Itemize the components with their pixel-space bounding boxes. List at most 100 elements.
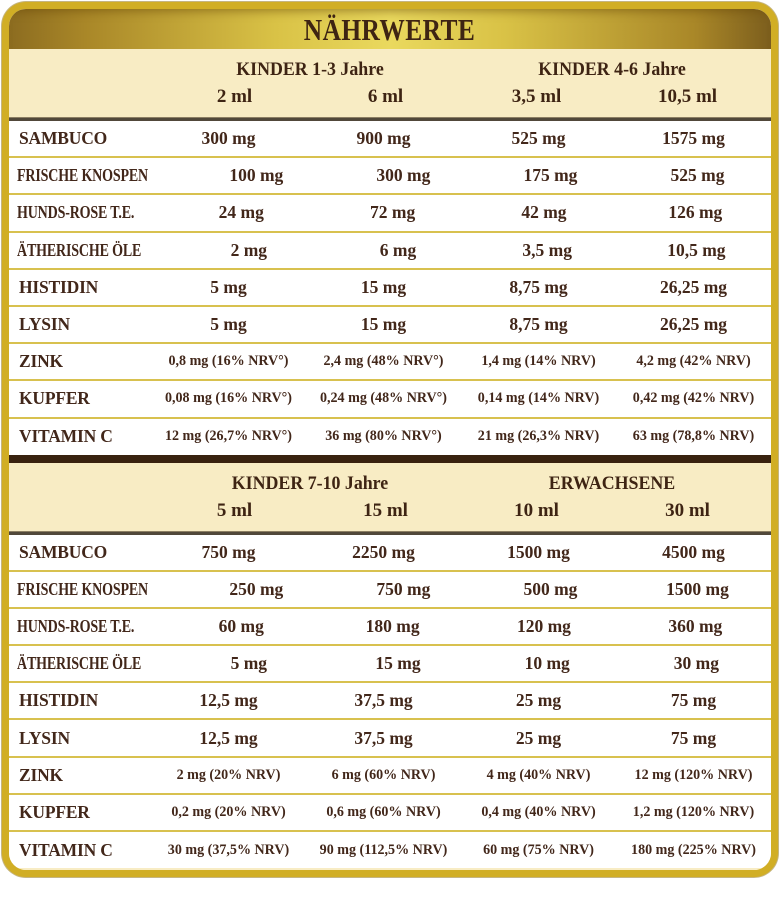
table-row: KUPFER 0,2 mg (20% NRV) 0,6 mg (60% NRV) 0… xyxy=(9,795,771,832)
value-cell: 26,25 mg xyxy=(659,314,728,335)
value-cell: 21 mg (26,3% NRV) xyxy=(477,428,600,444)
value-cell: 0,14 mg (14% NRV) xyxy=(477,390,600,407)
table-body: SAMBUCO 750 mg 2250 mg 1500 mg 4500 mg FRIS… xyxy=(9,534,771,868)
value-cell: 2250 mg xyxy=(352,541,415,562)
value-cell: 1500 mg xyxy=(507,541,570,562)
nutrient-label: HISTIDIN xyxy=(19,690,99,711)
nutrient-label: LYSIN xyxy=(19,727,70,748)
value-cell: 5 mg xyxy=(230,653,268,674)
nutrient-label: KUPFER xyxy=(19,388,90,409)
value-cell: 63 mg (78,8% NRV) xyxy=(632,428,755,444)
nutrient-label: LYSIN xyxy=(19,314,70,335)
nutrient-label: ÄTHERISCHE ÖLE xyxy=(17,239,142,260)
value-cell: 0,42 mg (42% NRV) xyxy=(632,390,755,407)
nutrient-label: SAMBUCO xyxy=(19,541,108,562)
group-header-kinder-7-10-jahre: KINDER 7-10 Jahre xyxy=(231,472,389,494)
dose-header: 30 ml xyxy=(665,499,710,521)
value-cell: 750 mg xyxy=(376,578,431,599)
table-section: KINDER 1-3 Jahre KINDER 4-6 Jahre 2 ml 6 m… xyxy=(9,49,771,455)
value-cell: 90 mg (112,5% NRV) xyxy=(319,841,448,858)
value-cell: 750 mg xyxy=(201,541,256,562)
nutrient-label: HUNDS-ROSE T.E. xyxy=(17,615,135,636)
table-row: VITAMIN C 30 mg (37,5% NRV) 90 mg (112,5%… xyxy=(9,832,771,868)
value-cell: 900 mg xyxy=(356,128,411,149)
dose-header: 15 ml xyxy=(363,499,408,521)
value-cell: 525 mg xyxy=(670,165,725,186)
value-cell: 250 mg xyxy=(229,578,284,599)
column-group-header: KINDER 1-3 Jahre KINDER 4-6 Jahre 2 ml 6 m… xyxy=(9,49,771,117)
value-cell: 1,2 mg (120% NRV) xyxy=(632,803,755,820)
value-cell: 15 mg xyxy=(360,276,407,297)
table-row: HISTIDIN 12,5 mg 37,5 mg 25 mg 75 mg xyxy=(9,683,771,721)
table-row: KUPFER 0,08 mg (16% NRV°) 0,24 mg (48% NR… xyxy=(9,381,771,419)
value-cell: 75 mg xyxy=(670,690,717,711)
table-body: SAMBUCO 300 mg 900 mg 525 mg 1575 mg FRISCH… xyxy=(9,121,771,455)
table-row: HISTIDIN 5 mg 15 mg 8,75 mg 26,25 mg xyxy=(9,270,771,307)
value-cell: 26,25 mg xyxy=(659,276,728,297)
value-cell: 37,5 mg xyxy=(354,690,413,711)
value-cell: 72 mg xyxy=(370,202,416,223)
table-row: FRISCHE KNOSPEN 250 mg 750 mg 500 mg 1500 m… xyxy=(9,572,771,609)
value-cell: 1500 mg xyxy=(666,578,729,599)
value-cell: 180 mg (225% NRV) xyxy=(631,841,756,858)
value-cell: 2 mg (20% NRV) xyxy=(176,766,281,783)
nutrient-label: ZINK xyxy=(19,351,63,372)
value-cell: 12,5 mg xyxy=(199,727,258,748)
value-cell: 300 mg xyxy=(376,165,431,186)
value-cell: 4500 mg xyxy=(662,541,725,562)
nutrient-label: HISTIDIN xyxy=(19,276,99,297)
value-cell: 10 mg xyxy=(524,653,570,674)
value-cell: 10,5 mg xyxy=(667,239,726,260)
nutrient-label: ZINK xyxy=(19,764,63,785)
nutrition-facts-card: NÄHRWERTE KINDER 1-3 Jahre KINDER 4-6 Jah… xyxy=(2,2,778,877)
value-cell: 360 mg xyxy=(668,615,723,636)
value-cell: 15 mg xyxy=(375,653,421,674)
table-row: ÄTHERISCHE ÖLE 2 mg 6 mg 3,5 mg 10,5 mg xyxy=(9,233,771,270)
value-cell: 75 mg xyxy=(670,727,717,748)
value-cell: 2,4 mg (48% NRV°) xyxy=(323,353,444,370)
value-cell: 30 mg (37,5% NRV) xyxy=(167,841,290,858)
nutrient-label: HUNDS-ROSE T.E. xyxy=(17,202,135,223)
nutrient-label: FRISCHE KNOSPEN xyxy=(17,578,149,599)
value-cell: 0,6 mg (60% NRV) xyxy=(326,803,441,820)
value-cell: 180 mg xyxy=(365,615,420,636)
value-cell: 2 mg xyxy=(230,239,268,260)
value-cell: 8,75 mg xyxy=(509,276,568,297)
nutrient-label: KUPFER xyxy=(19,801,90,822)
table-row: LYSIN 12,5 mg 37,5 mg 25 mg 75 mg xyxy=(9,720,771,758)
value-cell: 37,5 mg xyxy=(354,727,413,748)
value-cell: 12 mg (26,7% NRV°) xyxy=(164,428,293,444)
dose-label-row: 5 ml 15 ml 10 ml 30 ml xyxy=(17,497,763,525)
table-row: SAMBUCO 750 mg 2250 mg 1500 mg 4500 mg xyxy=(9,535,771,572)
value-cell: 3,5 mg xyxy=(522,239,572,260)
dose-header: 3,5 ml xyxy=(511,86,562,107)
value-cell: 0,08 mg (16% NRV°) xyxy=(164,390,293,407)
value-cell: 12,5 mg xyxy=(199,690,258,711)
group-label-row: KINDER 1-3 Jahre KINDER 4-6 Jahre xyxy=(17,57,763,83)
dose-header: 2 ml xyxy=(216,86,253,107)
group-label-row: KINDER 7-10 Jahre ERWACHSENE xyxy=(17,471,763,497)
column-group-header: KINDER 7-10 Jahre ERWACHSENE 5 ml 15 ml 10 … xyxy=(9,462,771,531)
value-cell: 36 mg (80% NRV°) xyxy=(325,428,442,444)
nutrient-label: VITAMIN C xyxy=(19,839,113,860)
dose-header: 10 ml xyxy=(514,499,559,521)
value-cell: 5 mg xyxy=(210,276,247,297)
nutrient-label: VITAMIN C xyxy=(19,426,113,446)
value-cell: 0,4 mg (40% NRV) xyxy=(481,803,596,820)
value-cell: 60 mg xyxy=(218,615,264,636)
value-cell: 30 mg xyxy=(673,653,719,674)
value-cell: 15 mg xyxy=(360,314,407,335)
value-cell: 300 mg xyxy=(201,128,256,149)
table-row: HUNDS-ROSE T.E. 24 mg 72 mg 42 mg 126 mg xyxy=(9,195,771,233)
value-cell: 0,24 mg (48% NRV°) xyxy=(319,390,448,407)
table-row: ZINK 0,8 mg (16% NRV°) 2,4 mg (48% NRV°) 1… xyxy=(9,344,771,382)
table-row: ZINK 2 mg (20% NRV) 6 mg (60% NRV) 4 mg (4… xyxy=(9,758,771,795)
table-row: FRISCHE KNOSPEN 100 mg 300 mg 175 mg 525 mg xyxy=(9,158,771,196)
value-cell: 175 mg xyxy=(523,165,578,186)
dose-label-row: 2 ml 6 ml 3,5 ml 10,5 ml xyxy=(17,83,763,111)
value-cell: 5 mg xyxy=(210,314,247,335)
value-cell: 100 mg xyxy=(229,165,284,186)
nutrient-label: SAMBUCO xyxy=(19,128,108,149)
group-header-kinder-1-3-jahre: KINDER 1-3 Jahre xyxy=(236,59,384,80)
